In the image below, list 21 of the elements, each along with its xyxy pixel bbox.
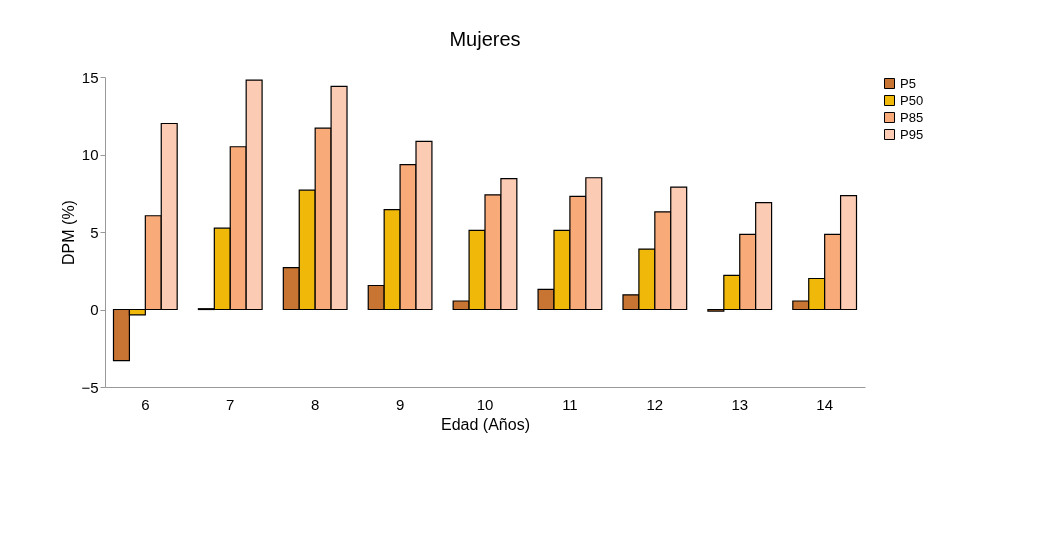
x-tick-label: 12 <box>646 395 664 413</box>
chart-title: Mujeres <box>449 28 521 50</box>
x-tick-label: 6 <box>141 395 150 413</box>
x-tick-label: 7 <box>226 395 235 413</box>
y-tick-label: 5 <box>90 223 99 241</box>
x-tick-label: 13 <box>731 395 749 413</box>
y-tick-label: −5 <box>81 378 99 396</box>
x-tick-label: 10 <box>476 395 494 413</box>
y-tick-label: 15 <box>81 68 99 86</box>
y-tick-label: 10 <box>81 146 99 163</box>
x-tick-label: 9 <box>395 395 405 413</box>
y-tick-label: 0 <box>90 301 99 318</box>
legend-label: P5 <box>900 75 916 91</box>
x-tick-label: 11 <box>562 395 578 413</box>
y-axis-title: DPM (%) <box>60 200 78 265</box>
legend-label: P85 <box>900 109 924 125</box>
legend-label: P95 <box>900 126 924 142</box>
x-tick-label: 8 <box>311 395 320 413</box>
legend-label: P50 <box>900 92 924 108</box>
x-axis-title: Edad (Años) <box>441 415 530 433</box>
x-tick-label: 14 <box>816 395 834 413</box>
